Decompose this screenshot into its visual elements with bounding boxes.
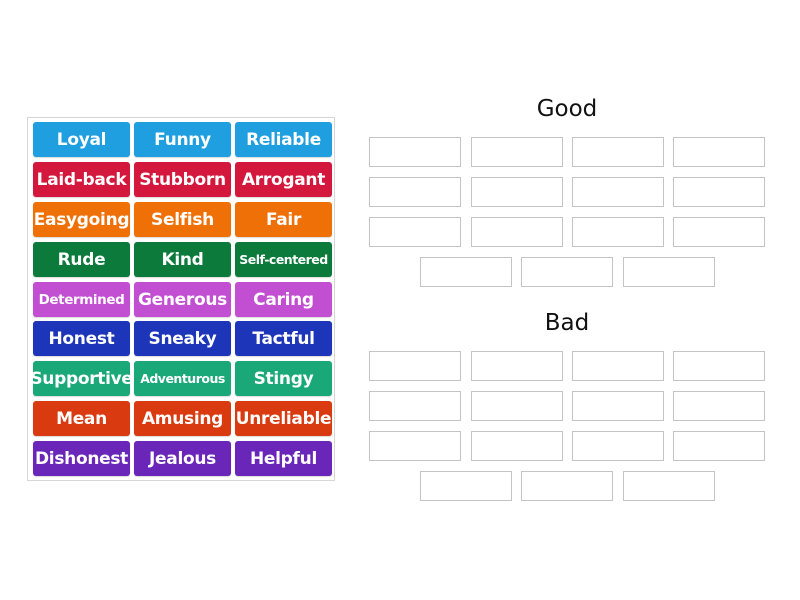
word-tile[interactable]: Tactful	[235, 321, 332, 356]
word-tile[interactable]: Loyal	[33, 122, 130, 157]
drop-slot-good-1[interactable]	[369, 137, 461, 167]
drop-slot-bad-13[interactable]	[420, 471, 512, 501]
drop-slot-good-2[interactable]	[471, 137, 563, 167]
drop-slot-bad-11[interactable]	[572, 431, 664, 461]
group-title-good: Good	[536, 96, 598, 122]
drop-slot-good-3[interactable]	[572, 137, 664, 167]
word-tile[interactable]: Supportive	[30, 361, 133, 396]
word-tile[interactable]: Self-centered	[235, 242, 332, 277]
drop-slot-bad-2[interactable]	[471, 351, 563, 381]
drop-slot-bad-14[interactable]	[521, 471, 613, 501]
drop-slot-bad-12[interactable]	[673, 431, 765, 461]
drop-slot-bad-9[interactable]	[369, 431, 461, 461]
word-tile[interactable]: Helpful	[235, 441, 332, 476]
drop-slot-good-14[interactable]	[521, 257, 613, 287]
word-tile[interactable]: Sneaky	[134, 321, 231, 356]
drop-slot-good-5[interactable]	[369, 177, 461, 207]
word-tile[interactable]: Amusing	[134, 401, 231, 436]
drop-slot-bad-8[interactable]	[673, 391, 765, 421]
word-tile[interactable]: Rude	[33, 242, 130, 277]
drop-slot-good-11[interactable]	[572, 217, 664, 247]
drop-slot-good-15[interactable]	[623, 257, 715, 287]
word-tile[interactable]: Fair	[235, 202, 332, 237]
drop-slot-bad-4[interactable]	[673, 351, 765, 381]
word-tile[interactable]: Arrogant	[235, 162, 332, 197]
drop-slot-good-13[interactable]	[420, 257, 512, 287]
word-tile[interactable]: Dishonest	[33, 441, 130, 476]
word-tile[interactable]: Selfish	[134, 202, 231, 237]
drop-slot-bad-7[interactable]	[572, 391, 664, 421]
word-tile[interactable]: Jealous	[134, 441, 231, 476]
drop-slot-good-8[interactable]	[673, 177, 765, 207]
drop-slot-good-7[interactable]	[572, 177, 664, 207]
word-tile[interactable]: Stubborn	[134, 162, 231, 197]
drop-slot-bad-3[interactable]	[572, 351, 664, 381]
word-tile[interactable]: Reliable	[235, 122, 332, 157]
word-tile[interactable]: Easygoing	[33, 202, 130, 237]
word-tile[interactable]: Laid-back	[33, 162, 130, 197]
drop-slot-bad-1[interactable]	[369, 351, 461, 381]
drop-slot-bad-15[interactable]	[623, 471, 715, 501]
drop-slot-bad-5[interactable]	[369, 391, 461, 421]
word-tile[interactable]: Adventurous	[134, 361, 231, 396]
word-tile[interactable]: Generous	[134, 282, 231, 317]
drop-slot-good-10[interactable]	[471, 217, 563, 247]
drop-slot-bad-6[interactable]	[471, 391, 563, 421]
drop-slot-good-6[interactable]	[471, 177, 563, 207]
drop-slot-bad-10[interactable]	[471, 431, 563, 461]
word-tile[interactable]: Stingy	[235, 361, 332, 396]
word-tile[interactable]: Determined	[33, 282, 130, 317]
drop-slot-good-4[interactable]	[673, 137, 765, 167]
word-tile[interactable]: Mean	[33, 401, 130, 436]
word-tile[interactable]: Funny	[134, 122, 231, 157]
word-tile[interactable]: Kind	[134, 242, 231, 277]
word-tile[interactable]: Unreliable	[235, 401, 332, 436]
group-title-bad: Bad	[544, 310, 590, 336]
word-tile[interactable]: Honest	[33, 321, 130, 356]
word-tile[interactable]: Caring	[235, 282, 332, 317]
drop-slot-good-12[interactable]	[673, 217, 765, 247]
drop-slot-good-9[interactable]	[369, 217, 461, 247]
tile-bank: Loyal Funny Reliable Laid-back Stubborn Arrog…	[27, 117, 335, 481]
